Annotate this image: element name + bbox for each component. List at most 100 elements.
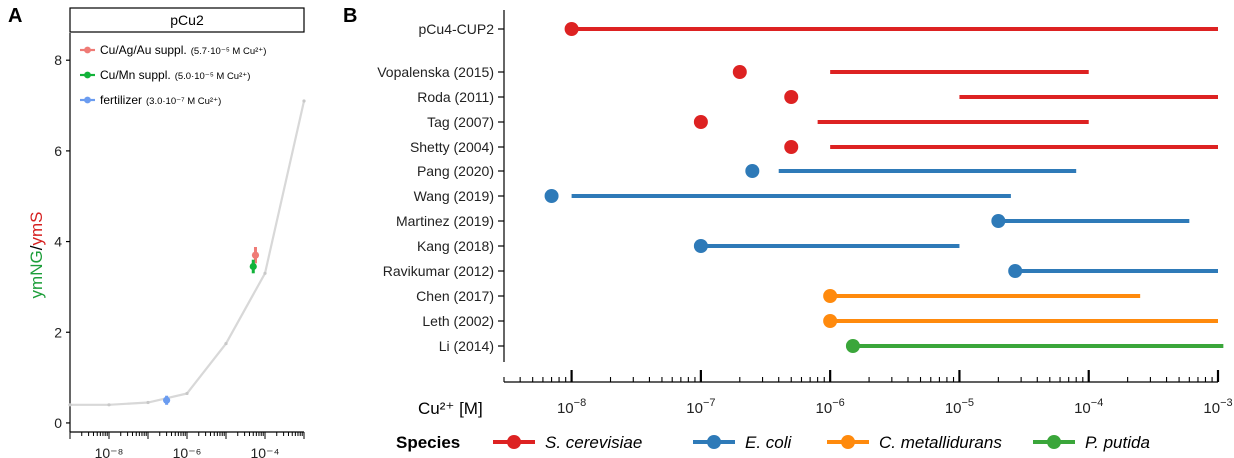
tick-base: 10 [1074, 400, 1091, 417]
legend-title: Species [396, 433, 460, 452]
x-tick-label: 10−6 [816, 397, 845, 417]
point-marker [693, 115, 708, 129]
ylabel-numerator: ymNG [27, 250, 46, 298]
legend-note: (5.7·10⁻⁵ M Cu²⁺) [191, 46, 267, 57]
panel-a-y-axis: 0 2 4 6 8 [54, 33, 71, 432]
legend-note: (3.0·10⁻⁷ M Cu²⁺) [146, 96, 221, 107]
y-tick-label: 6 [54, 143, 62, 159]
curve-point [263, 271, 267, 275]
row-label: Tag (2007) [427, 114, 494, 130]
curve-point [302, 99, 306, 103]
tick-exponent: −3 [1220, 397, 1233, 409]
legend-swatch-dot [84, 46, 91, 54]
y-tick-label: 4 [54, 234, 62, 250]
panel-b-xlabel: Cu²⁺ [M] [418, 399, 483, 418]
legend-label: P. putida [1085, 433, 1150, 452]
point-marker [693, 239, 708, 253]
legend-label: E. coli [745, 433, 793, 452]
panel-a-x-axis: 10⁻⁸ 10⁻⁶ 10⁻⁴ [69, 431, 305, 458]
legend-label: S. cerevisiae [545, 433, 642, 452]
data-point [163, 396, 171, 404]
x-tick-label: 10⁻⁸ [95, 445, 124, 458]
x-tick-label: 10⁻⁶ [173, 445, 202, 458]
x-tick-label: 10−5 [945, 397, 974, 417]
point-marker [544, 189, 559, 203]
x-tick-label: 10−3 [1203, 397, 1232, 417]
row-label: Roda (2011) [417, 89, 494, 105]
tick-base: 10 [945, 400, 962, 417]
ylabel-slash: / [27, 245, 46, 250]
tick-exponent: −5 [962, 397, 975, 409]
panel-b-label: B [343, 5, 357, 27]
panel-a-title-strip [69, 7, 305, 33]
curve-point [68, 403, 72, 407]
tick-base: 10 [557, 400, 574, 417]
panel-a-ylabel: ymNG/ymS [27, 212, 46, 299]
curve-point [185, 391, 189, 396]
point-marker [845, 339, 860, 353]
legend-note: (5.0·10⁻⁵ M Cu²⁺) [175, 71, 251, 82]
legend-label: C. metallidurans [879, 433, 1002, 452]
curve-point [146, 400, 150, 405]
point-marker [991, 214, 1006, 228]
legend-swatch-dot [84, 96, 91, 104]
response-curve [70, 100, 306, 406]
row-label: pCu4-CUP2 [419, 21, 495, 37]
legend-swatch-dot [84, 71, 91, 79]
panel-b-x-axis: 10−8 10−7 10−6 10−5 10−4 10−3 [503, 370, 1233, 417]
panel-a-curve [68, 99, 306, 407]
x-tick-label: 10−7 [686, 397, 715, 417]
row-label: Wang (2019) [414, 188, 494, 204]
curve-point [107, 403, 111, 407]
point-marker [1008, 264, 1023, 278]
point-marker [823, 289, 838, 303]
tick-base: 10 [686, 400, 703, 417]
panel-b-legend: Species S. cerevisiae E. coli C. metallidur… [396, 433, 1150, 452]
tick-exponent: −6 [832, 397, 845, 409]
panel-b-rows: pCu4-CUP2 Vopalenska (2015) Roda (2011) Tag… [377, 10, 1224, 362]
row-label: Shetty (2004) [410, 139, 494, 155]
legend-label: Cu/Ag/Au suppl. (5.7·10⁻⁵ M Cu²⁺) [100, 43, 266, 57]
row-label: Leth (2002) [422, 313, 494, 329]
point-marker [564, 22, 579, 36]
row-label: Chen (2017) [416, 288, 494, 304]
x-tick-label: 10−4 [1074, 397, 1103, 417]
point-marker [745, 164, 760, 178]
point-marker [784, 140, 799, 154]
point-marker [784, 90, 799, 104]
ylabel-denominator: ymS [27, 212, 46, 246]
row-label: Kang (2018) [417, 238, 494, 254]
y-tick-label: 8 [54, 52, 62, 68]
panel-a-chart: pCu2 ymNG/ymS 0 2 4 6 8 10⁻⁸ 10⁻⁶ 10⁻⁴ Cu/Ag/A… [27, 7, 306, 458]
panel-a-title: pCu2 [170, 12, 204, 28]
y-tick-label: 2 [54, 324, 62, 340]
panel-a-legend: Cu/Ag/Au suppl. (5.7·10⁻⁵ M Cu²⁺) Cu/Mn su… [80, 43, 266, 107]
legend-name: fertilizer [100, 93, 142, 107]
tick-base: 10 [816, 400, 833, 417]
tick-base: 10 [1203, 400, 1220, 417]
data-point [249, 262, 257, 271]
legend-label: fertilizer (3.0·10⁻⁷ M Cu²⁺) [100, 93, 221, 107]
row-label: Vopalenska (2015) [377, 64, 494, 80]
y-tick-label: 0 [54, 415, 62, 431]
tick-exponent: −7 [703, 397, 716, 409]
tick-exponent: −4 [1091, 397, 1104, 409]
legend-swatch-dot [841, 435, 855, 449]
legend-name: Cu/Ag/Au suppl. [100, 43, 187, 57]
panel-b-chart: pCu4-CUP2 Vopalenska (2015) Roda (2011) Tag… [377, 10, 1233, 452]
row-label: Ravikumar (2012) [383, 263, 494, 279]
tick-exponent: −8 [574, 397, 587, 409]
point-marker [823, 314, 838, 328]
legend-swatch-dot [507, 435, 521, 449]
legend-swatch-dot [707, 435, 721, 449]
curve-point [224, 341, 228, 346]
row-label: Pang (2020) [417, 163, 494, 179]
legend-name: Cu/Mn suppl. [100, 68, 171, 82]
legend-label: Cu/Mn suppl. (5.0·10⁻⁵ M Cu²⁺) [100, 68, 250, 82]
row-label: Li (2014) [439, 338, 494, 354]
x-tick-label: 10⁻⁴ [251, 445, 280, 458]
panel-a-points [163, 247, 260, 405]
legend-swatch-dot [1047, 435, 1061, 449]
data-point [251, 251, 260, 259]
